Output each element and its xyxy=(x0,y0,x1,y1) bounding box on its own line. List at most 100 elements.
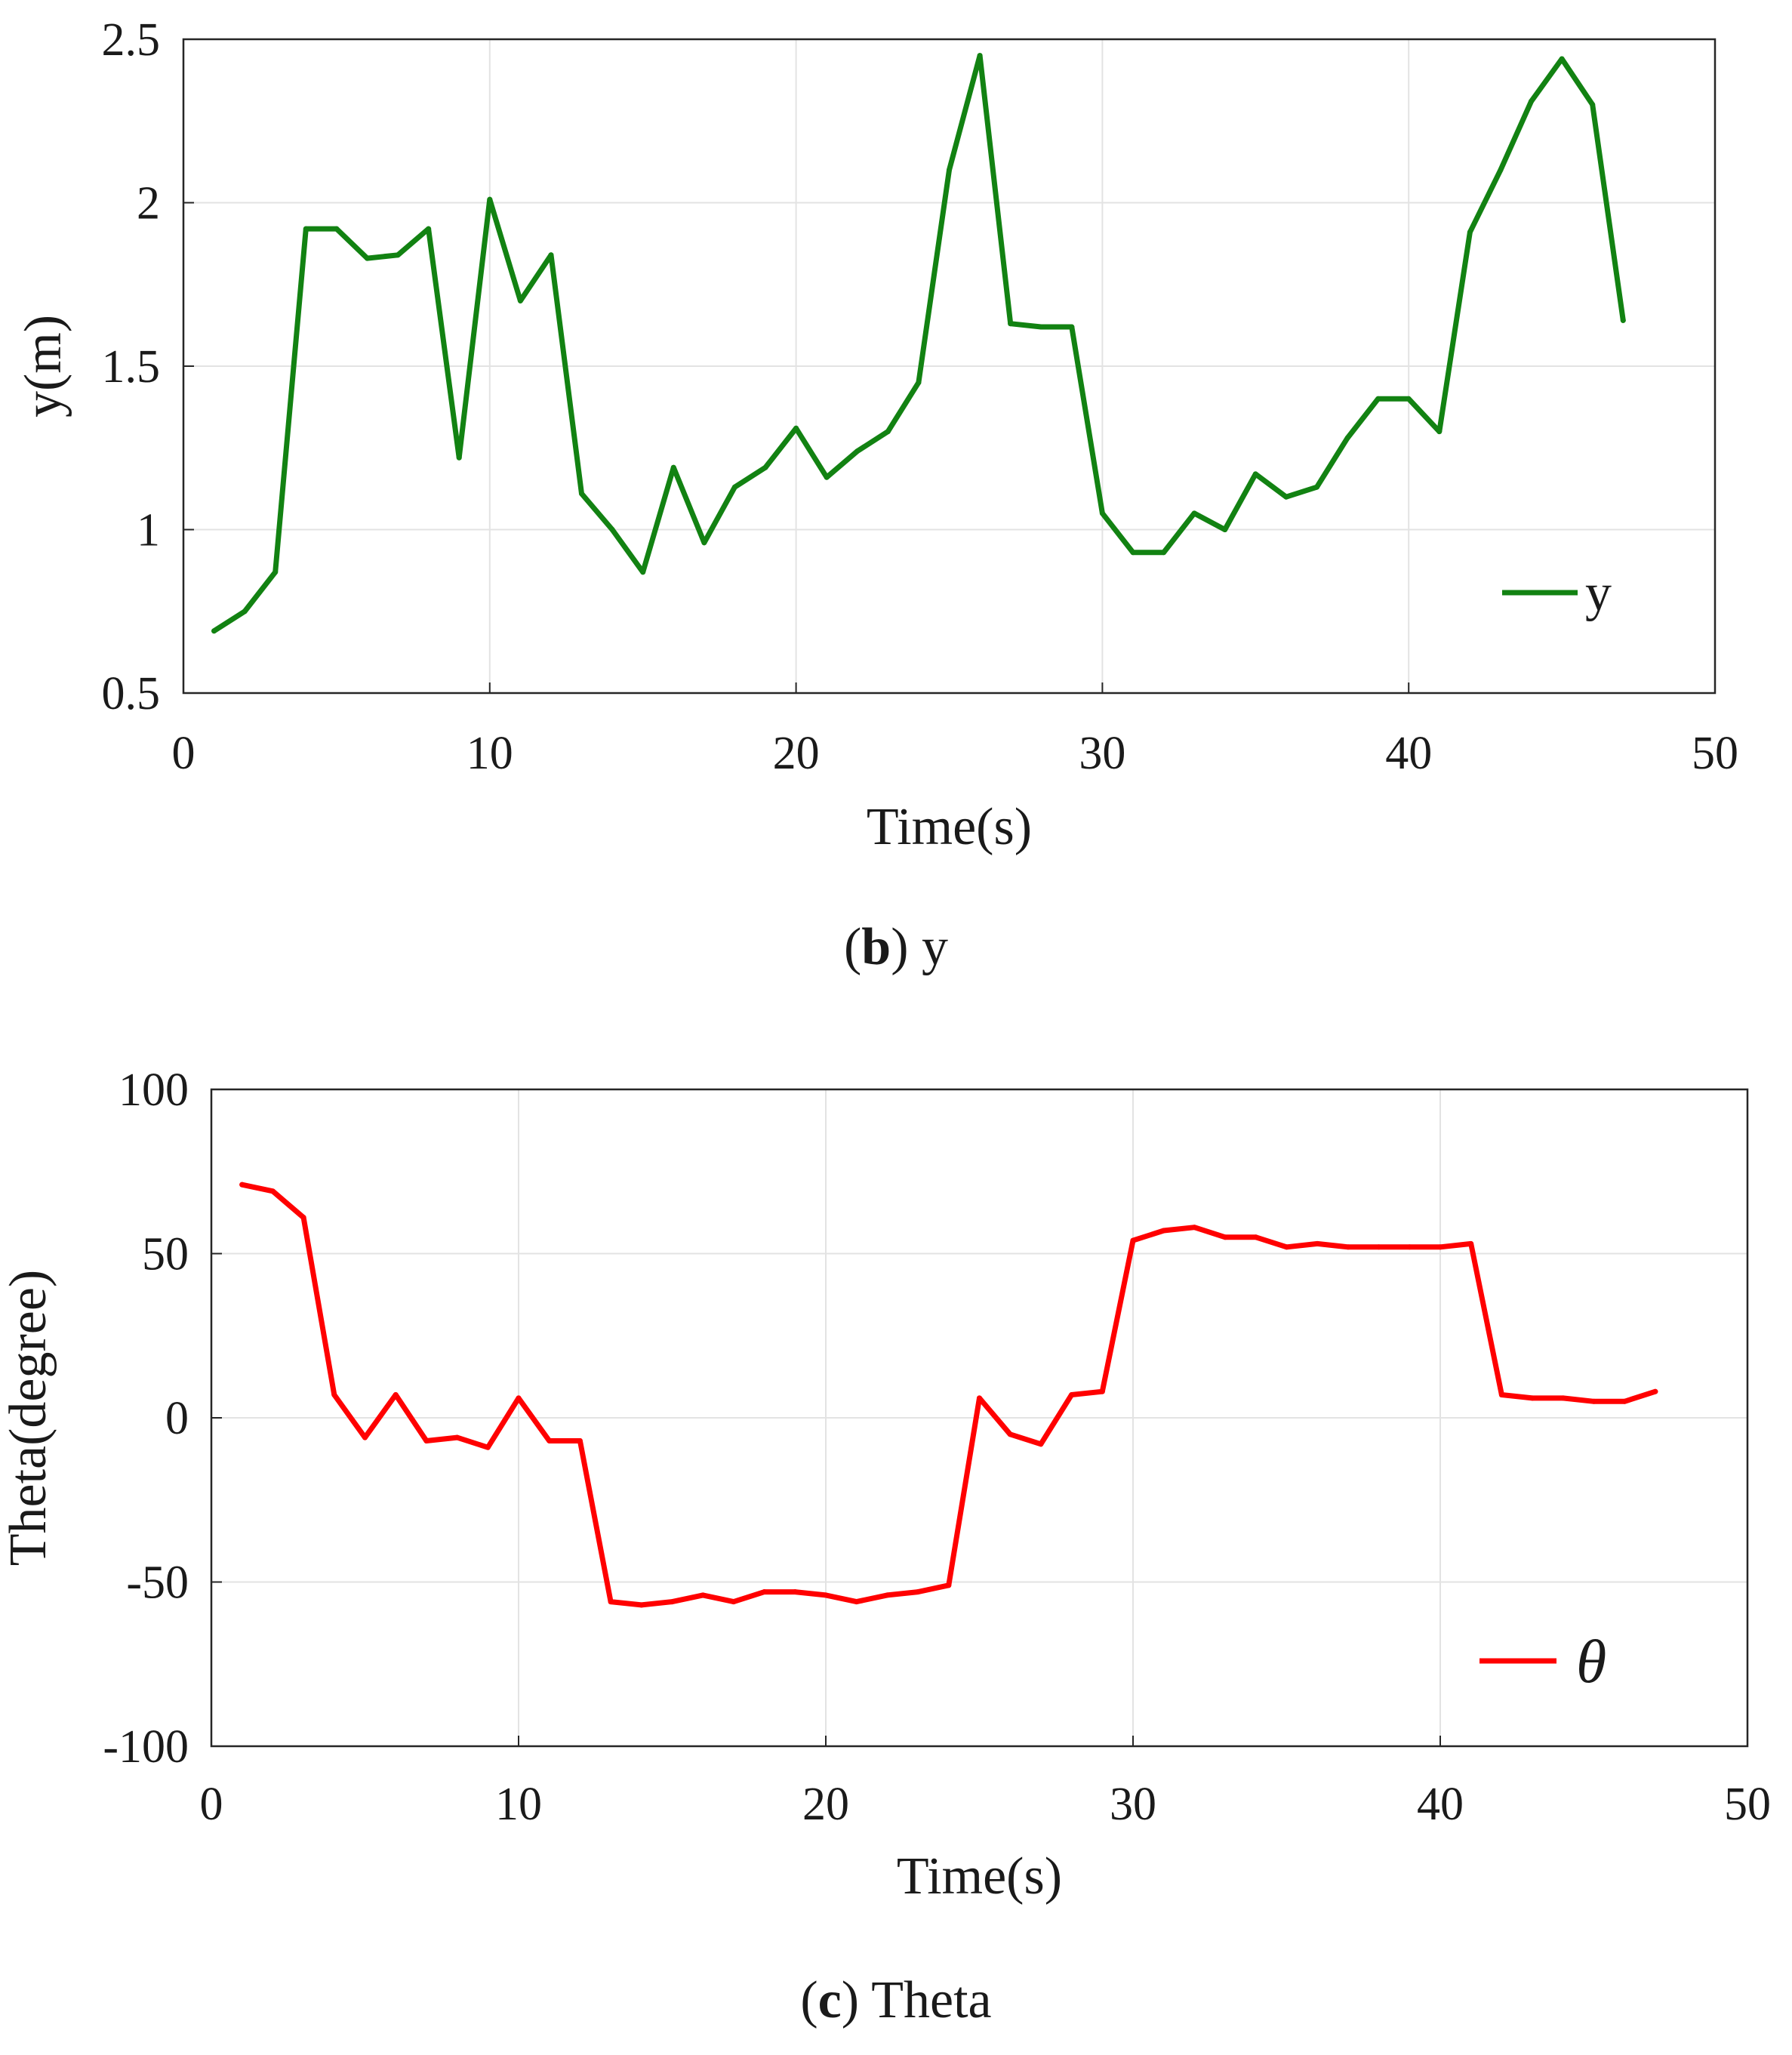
data-point xyxy=(300,1215,306,1221)
caption-b-text: y xyxy=(922,918,949,976)
data-point xyxy=(793,425,799,431)
data-point xyxy=(885,429,891,435)
y-tick-label: 0 xyxy=(165,1393,189,1444)
x-tick-label: 10 xyxy=(466,728,513,779)
data-point xyxy=(1222,1234,1228,1240)
data-point xyxy=(731,484,737,490)
data-point xyxy=(1069,1392,1075,1398)
data-point xyxy=(1436,429,1443,435)
x-tick-label: 20 xyxy=(802,1779,849,1830)
x-axis-label: Time(s) xyxy=(897,1847,1062,1906)
data-point xyxy=(1344,435,1350,441)
data-point xyxy=(485,1444,491,1450)
data-point xyxy=(1406,396,1412,402)
y-tick-label: 50 xyxy=(142,1229,189,1280)
data-point xyxy=(1191,1225,1197,1231)
y-tick-label: 2.5 xyxy=(102,14,161,66)
x-tick-label: 20 xyxy=(773,728,820,779)
data-point xyxy=(1652,1388,1658,1394)
data-point xyxy=(1283,494,1289,500)
data-point xyxy=(977,1395,982,1401)
data-point xyxy=(362,1434,368,1440)
data-point xyxy=(1498,167,1504,173)
data-point xyxy=(823,1592,829,1598)
data-point xyxy=(884,1592,890,1598)
data-point xyxy=(239,1182,245,1188)
data-point xyxy=(334,226,340,232)
data-point xyxy=(516,1395,522,1401)
plot-area-frame xyxy=(210,1088,1749,1748)
x-tick-label: 50 xyxy=(1724,1779,1771,1830)
x-tick-label: 40 xyxy=(1417,1779,1464,1830)
x-tick-label: 40 xyxy=(1385,728,1432,779)
data-point xyxy=(1130,1237,1136,1243)
data-point xyxy=(242,608,248,615)
data-point xyxy=(1099,1388,1105,1394)
data-point xyxy=(1130,550,1136,556)
caption-b: (b) y xyxy=(843,918,949,976)
data-point xyxy=(1620,317,1626,323)
data-point xyxy=(579,491,585,497)
data-point xyxy=(1529,98,1535,104)
legend-label: y xyxy=(1585,564,1612,622)
x-tick-label: 30 xyxy=(1079,728,1125,779)
x-tick-label: 10 xyxy=(495,1779,542,1830)
caption-c-text: Theta xyxy=(871,1971,992,2029)
data-point xyxy=(854,448,861,454)
data-point xyxy=(517,297,523,303)
y-axis-label: y(m) xyxy=(14,315,72,417)
data-point xyxy=(1253,1234,1259,1240)
data-point xyxy=(272,569,279,575)
data-point xyxy=(1191,510,1197,516)
data-point xyxy=(1376,1244,1382,1250)
data-point xyxy=(456,454,462,461)
caption-b-letter: b xyxy=(861,918,891,976)
data-point xyxy=(700,1592,706,1598)
data-point xyxy=(487,196,493,202)
data-point xyxy=(303,226,309,232)
data-point xyxy=(364,255,370,261)
data-point xyxy=(1161,1228,1167,1234)
data-point xyxy=(1069,324,1075,330)
data-point xyxy=(454,1434,460,1440)
data-point xyxy=(916,380,922,386)
data-point xyxy=(1437,1244,1443,1250)
data-point xyxy=(577,1437,583,1443)
data-point xyxy=(211,628,217,634)
data-point xyxy=(947,167,952,173)
data-point xyxy=(1222,527,1228,532)
series-line-y xyxy=(211,53,1626,634)
data-point xyxy=(1345,1244,1351,1250)
data-point xyxy=(1529,1395,1535,1401)
y-position-chart: 0 10 20 30 40 50 0.5 1 1.5 2 2.5 Time(s) y(m) y xyxy=(14,14,1738,856)
caption-c-letter: c xyxy=(817,1971,842,2029)
y-tick-label: 1 xyxy=(137,505,160,556)
data-point xyxy=(854,1599,860,1605)
data-point xyxy=(1099,510,1105,516)
x-tick-label: 0 xyxy=(200,1779,223,1830)
data-point xyxy=(639,1602,645,1608)
data-point xyxy=(731,1599,737,1605)
caption-c: (c) Theta xyxy=(800,1971,992,2029)
x-tick-label: 50 xyxy=(1692,728,1738,779)
data-point xyxy=(1313,484,1319,490)
data-point xyxy=(548,252,554,258)
data-point xyxy=(1590,102,1596,108)
plot-area-frame xyxy=(182,38,1717,695)
data-point xyxy=(670,1599,675,1605)
data-point xyxy=(1007,1431,1013,1437)
y-tick-label: -50 xyxy=(126,1557,189,1609)
data-point xyxy=(1161,550,1167,556)
data-point xyxy=(1252,471,1258,477)
data-point xyxy=(269,1188,276,1194)
x-tick-label: 0 xyxy=(172,728,196,779)
data-point xyxy=(762,1589,768,1595)
data-point xyxy=(1591,1398,1596,1404)
data-point xyxy=(824,474,830,480)
data-point xyxy=(640,569,646,575)
data-point xyxy=(977,53,983,59)
y-tick-label: -100 xyxy=(103,1721,189,1773)
data-point xyxy=(423,1437,430,1443)
data-point xyxy=(1559,56,1565,62)
